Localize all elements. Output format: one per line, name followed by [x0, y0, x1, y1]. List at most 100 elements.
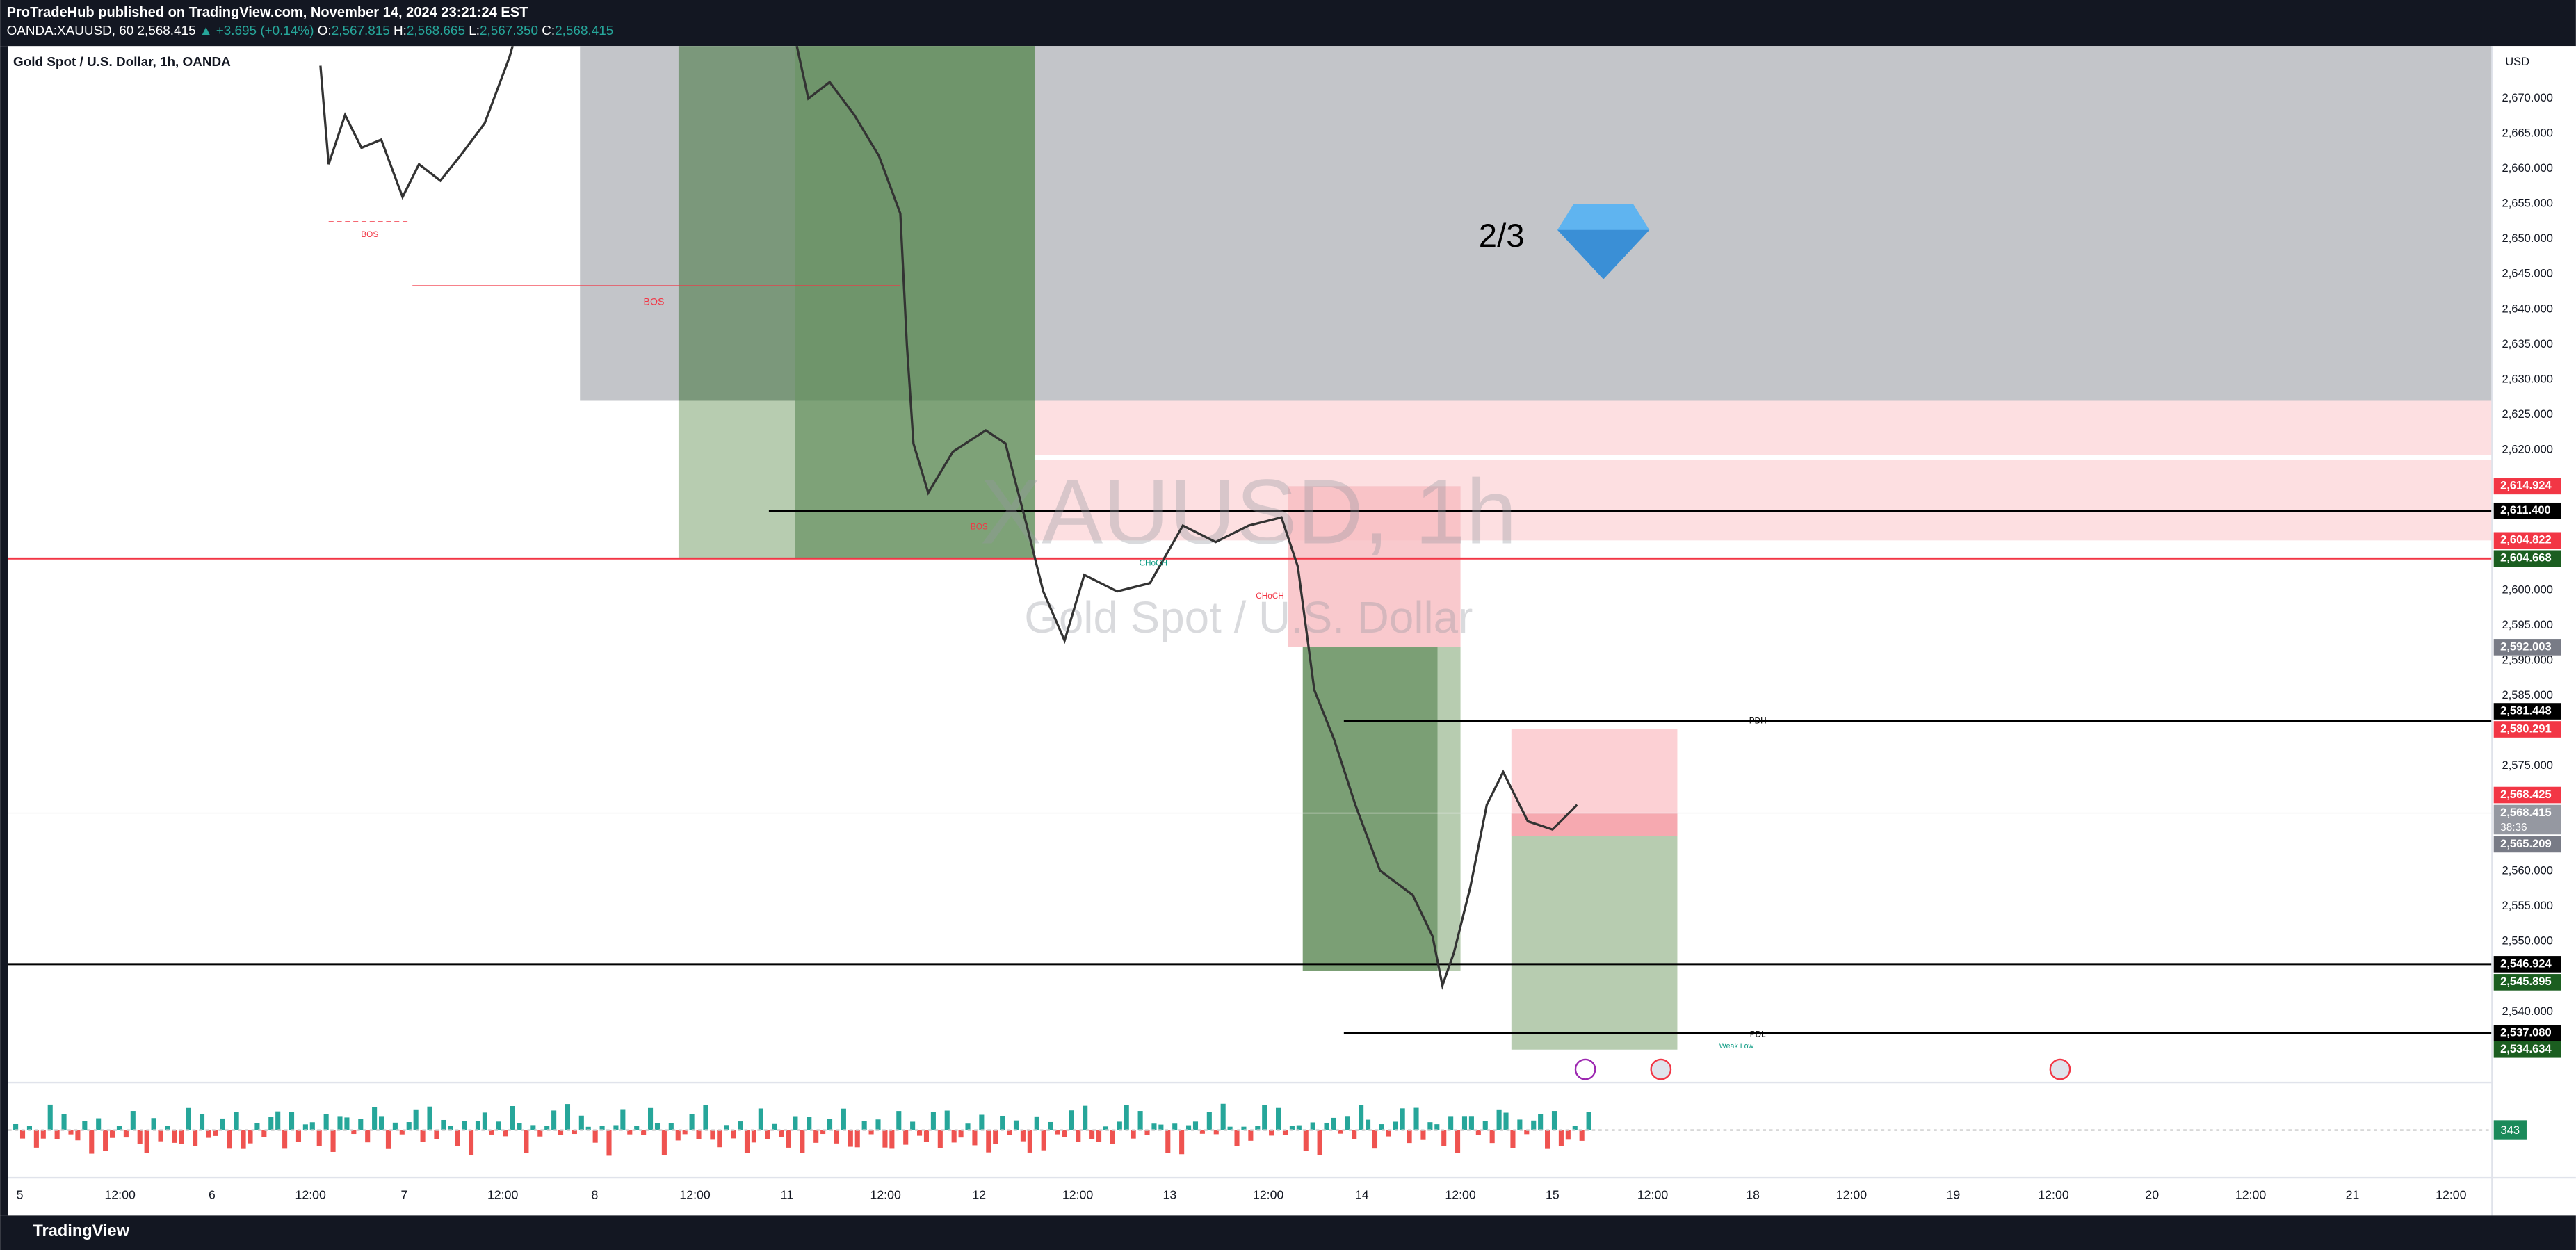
time-label: 12:00 — [2235, 1188, 2266, 1202]
volume-bar — [420, 1130, 426, 1142]
price-tag — [2493, 1041, 2561, 1058]
time-label: 13 — [1163, 1188, 1177, 1202]
volume-bar — [1579, 1130, 1585, 1141]
volume-bar — [158, 1130, 163, 1142]
change: ▲ +3.695 (+0.14%) — [200, 24, 314, 38]
volume-bar — [1276, 1107, 1281, 1130]
volume-bar — [193, 1130, 198, 1146]
volume-bar — [1468, 1116, 1474, 1130]
symbol: OANDA:XAUUSD, 60 — [7, 24, 134, 38]
price-tag — [2493, 703, 2561, 720]
volume-bar — [682, 1130, 688, 1135]
volume-bar — [82, 1121, 88, 1130]
volume-bar — [641, 1130, 647, 1135]
time-label: 12:00 — [1836, 1188, 1867, 1202]
volume-bar — [1366, 1119, 1371, 1130]
pdl-label: PDL — [1750, 1030, 1766, 1039]
price-label: 2,590.000 — [2502, 654, 2553, 667]
volume-bar — [448, 1126, 453, 1130]
volume-bar — [1324, 1122, 1329, 1130]
volume-bar — [937, 1130, 943, 1148]
volume-bar — [130, 1111, 136, 1130]
volume-bar — [1565, 1130, 1571, 1140]
volume-bar — [965, 1123, 971, 1130]
volume-tag — [2493, 1120, 2527, 1140]
volume-bar — [1331, 1117, 1336, 1130]
volume-bar — [1020, 1130, 1026, 1142]
volume-bar — [103, 1130, 108, 1151]
volume-bar — [1013, 1120, 1019, 1130]
price-label: 2,550.000 — [2502, 934, 2553, 948]
volume-bar — [689, 1114, 695, 1130]
volume-bar — [413, 1109, 419, 1130]
volume-bar — [40, 1130, 46, 1139]
volume-bar — [951, 1130, 957, 1143]
volume-bar — [309, 1122, 315, 1130]
volume-bar — [530, 1125, 536, 1130]
diamond-lower — [1557, 229, 1650, 279]
volume-bar — [496, 1121, 501, 1130]
volume-bar — [1034, 1116, 1039, 1130]
volume-bar — [295, 1130, 302, 1142]
volume-bar — [123, 1130, 129, 1138]
volume-bar — [986, 1130, 991, 1153]
countdown: 38:36 — [2500, 822, 2527, 834]
volume-bar — [875, 1119, 881, 1130]
time-label: 19 — [1947, 1188, 1961, 1202]
volume-bar — [227, 1130, 232, 1149]
volume-bar — [1379, 1124, 1384, 1130]
volume-bar — [351, 1130, 357, 1135]
volume-bar — [254, 1123, 260, 1130]
volume-bar — [703, 1105, 708, 1130]
volume-bar — [1386, 1130, 1391, 1137]
time-label: 12:00 — [679, 1188, 710, 1202]
volume-bar — [372, 1107, 378, 1130]
volume-bar — [772, 1123, 777, 1130]
volume-bar — [165, 1126, 170, 1130]
volume-bar — [551, 1110, 557, 1130]
price-tag — [2493, 836, 2561, 853]
price-tag-text: 2,537.080 — [2500, 1025, 2551, 1039]
volume-bar — [358, 1119, 364, 1130]
volume-bar — [958, 1130, 964, 1138]
time-label: 12 — [972, 1188, 986, 1202]
volume-bar — [882, 1130, 888, 1148]
volume-bar — [1475, 1130, 1481, 1135]
volume-bar — [1186, 1125, 1192, 1130]
volume-bar — [1041, 1130, 1046, 1151]
volume-bar — [738, 1121, 743, 1130]
volume-bar — [1524, 1130, 1530, 1135]
volume-bar — [537, 1130, 543, 1137]
volume-bar — [979, 1114, 985, 1130]
volume-bar — [620, 1109, 626, 1130]
volume-bar — [144, 1130, 149, 1153]
price-label: 2,630.000 — [2502, 372, 2553, 385]
time-label: 7 — [400, 1188, 407, 1202]
volume-bar — [1069, 1110, 1074, 1130]
volume-bar — [1055, 1130, 1060, 1135]
volume-bar — [675, 1130, 681, 1141]
volume-bars — [13, 1103, 1591, 1156]
volume-bar — [1545, 1130, 1550, 1149]
volume-bar — [731, 1130, 736, 1139]
time-label: 18 — [1746, 1188, 1760, 1202]
volume-bar — [378, 1116, 384, 1130]
price-tag-text: 2,604.822 — [2500, 533, 2551, 546]
pink-zone — [1035, 460, 2493, 541]
volume-bar — [137, 1130, 143, 1144]
volume-bar — [820, 1130, 826, 1135]
volume-bar — [1027, 1130, 1032, 1153]
price-path — [795, 45, 1578, 990]
price-tag-text: 2,592.003 — [2500, 640, 2551, 653]
volume-bar — [1206, 1112, 1212, 1130]
price-tag — [2493, 639, 2561, 656]
price-label: 2,665.000 — [2502, 127, 2553, 140]
footer-logo: TradingView — [33, 1222, 129, 1240]
volume-bar — [744, 1130, 750, 1153]
volume-bar — [1427, 1122, 1433, 1130]
volume-bar — [710, 1130, 715, 1140]
volume-bar — [109, 1130, 115, 1138]
time-label: 11 — [781, 1188, 793, 1202]
price-tag-text: 2,611.400 — [2500, 503, 2551, 517]
price-label: 2,640.000 — [2502, 302, 2553, 315]
